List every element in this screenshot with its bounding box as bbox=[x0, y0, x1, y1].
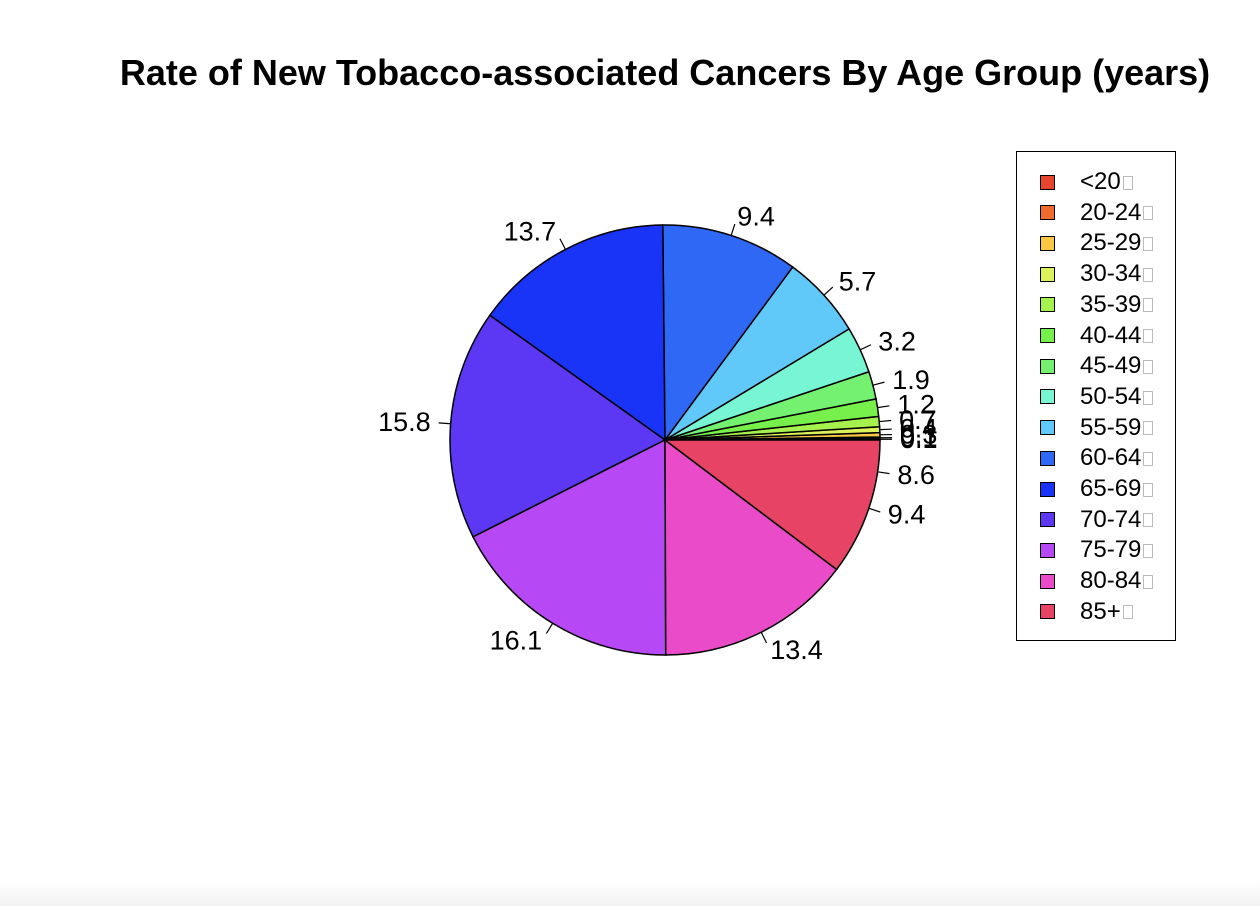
slice-value-label-10: 13.7 bbox=[504, 217, 557, 247]
legend-item: 40-44 bbox=[1040, 322, 1154, 350]
legend-label: 30-34 bbox=[1080, 260, 1154, 288]
legend-item: 60-64 bbox=[1040, 444, 1154, 472]
missing-glyph-box-icon bbox=[1143, 298, 1154, 313]
legend-item: 55-59 bbox=[1040, 414, 1154, 442]
legend-item: 85+ bbox=[1040, 598, 1133, 626]
extra-label-tick-0 bbox=[877, 471, 890, 475]
legend-item: 80-84 bbox=[1040, 567, 1154, 595]
pie-slice-10 bbox=[488, 224, 666, 442]
missing-glyph-box-icon bbox=[1143, 267, 1154, 282]
missing-glyph-box-icon bbox=[1143, 482, 1154, 497]
legend-label: 25-29 bbox=[1080, 229, 1154, 257]
legend-label: 65-69 bbox=[1080, 475, 1154, 503]
missing-glyph-box-icon bbox=[1122, 175, 1133, 190]
pie-slice-14 bbox=[662, 439, 881, 571]
legend-swatch bbox=[1040, 512, 1055, 528]
slice-label-tick-10 bbox=[559, 238, 567, 250]
legend-swatch bbox=[1040, 481, 1055, 497]
slice-value-label-8: 5.7 bbox=[839, 267, 877, 297]
legend-item: 50-54 bbox=[1040, 383, 1154, 411]
slice-label-tick-3 bbox=[879, 428, 892, 431]
slice-label-tick-13 bbox=[760, 631, 768, 644]
slice-label-tick-5 bbox=[877, 405, 890, 409]
slice-value-label-12: 16.1 bbox=[490, 625, 543, 655]
slice-value-label-11: 15.8 bbox=[378, 407, 431, 437]
slice-value-label-2: 0.3 bbox=[900, 419, 938, 449]
slice-label-tick-9 bbox=[730, 223, 736, 236]
legend-swatch bbox=[1040, 604, 1055, 620]
slice-value-label-9: 9.4 bbox=[737, 201, 775, 231]
chart-legend: <20 20-24 25-29 30-34 35-39 40-44 45-49 50-54 55… bbox=[1016, 151, 1176, 641]
missing-glyph-box-icon bbox=[1143, 359, 1154, 374]
legend-item: 35-39 bbox=[1040, 291, 1154, 319]
missing-glyph-box-icon bbox=[1143, 574, 1154, 589]
missing-glyph-box-icon bbox=[1122, 605, 1133, 620]
pie-slice-12 bbox=[472, 438, 667, 656]
slice-label-tick-11 bbox=[438, 422, 451, 425]
legend-swatch bbox=[1040, 235, 1055, 251]
pie-slice-11 bbox=[449, 314, 667, 538]
slice-value-label-7: 3.2 bbox=[878, 326, 916, 356]
extra-value-label-0: 8.6 bbox=[897, 460, 935, 490]
legend-item: 75-79 bbox=[1040, 536, 1154, 564]
chart-title: Rate of New Tobacco-associated Cancers B… bbox=[119, 52, 1211, 93]
legend-item: <20 bbox=[1040, 168, 1133, 196]
legend-label: 85+ bbox=[1080, 598, 1133, 626]
slice-label-tick-14 bbox=[868, 507, 881, 513]
slice-value-label-13: 13.4 bbox=[770, 635, 823, 665]
legend-label: 70-74 bbox=[1080, 506, 1154, 534]
legend-label: 50-54 bbox=[1080, 383, 1154, 411]
legend-item: 20-24 bbox=[1040, 199, 1154, 227]
legend-swatch bbox=[1040, 328, 1055, 343]
missing-glyph-box-icon bbox=[1143, 544, 1154, 559]
legend-swatch bbox=[1040, 542, 1055, 558]
slice-value-label-6: 1.9 bbox=[892, 365, 930, 395]
slice-value-label-4: 0.7 bbox=[899, 405, 937, 435]
legend-item: 70-74 bbox=[1040, 506, 1154, 534]
slice-label-tick-12 bbox=[545, 622, 554, 634]
slice-label-tick-6 bbox=[872, 381, 885, 386]
missing-glyph-box-icon bbox=[1143, 329, 1154, 344]
missing-glyph-box-icon bbox=[1143, 237, 1154, 252]
legend-swatch bbox=[1040, 266, 1055, 282]
slice-value-label-14: 9.4 bbox=[888, 500, 926, 530]
legend-label: 20-24 bbox=[1080, 199, 1154, 227]
missing-glyph-box-icon bbox=[1143, 513, 1154, 528]
slice-value-label-1: 0.1 bbox=[900, 423, 938, 453]
legend-swatch bbox=[1040, 205, 1055, 221]
legend-swatch bbox=[1040, 358, 1055, 374]
legend-label: <20 bbox=[1080, 168, 1133, 196]
legend-swatch bbox=[1040, 420, 1055, 436]
window-bottom-edge bbox=[0, 880, 1260, 906]
missing-glyph-box-icon bbox=[1143, 451, 1154, 466]
slice-value-label-5: 1.2 bbox=[897, 390, 935, 420]
legend-label: 35-39 bbox=[1080, 291, 1154, 319]
legend-item: 65-69 bbox=[1040, 475, 1154, 503]
missing-glyph-box-icon bbox=[1143, 421, 1154, 436]
legend-swatch bbox=[1040, 450, 1055, 466]
slice-label-tick-8 bbox=[823, 286, 834, 296]
legend-label: 40-44 bbox=[1080, 322, 1154, 350]
slice-label-tick-4 bbox=[879, 419, 892, 423]
legend-label: 45-49 bbox=[1080, 352, 1154, 380]
slice-label-tick-7 bbox=[859, 344, 872, 351]
pie-slice-13 bbox=[664, 438, 838, 656]
missing-glyph-box-icon bbox=[1143, 206, 1154, 221]
legend-label: 60-64 bbox=[1080, 444, 1154, 472]
legend-item: 30-34 bbox=[1040, 260, 1154, 288]
legend-swatch bbox=[1040, 174, 1055, 190]
legend-item: 25-29 bbox=[1040, 229, 1154, 257]
legend-label: 80-84 bbox=[1080, 567, 1154, 595]
legend-swatch bbox=[1040, 389, 1055, 405]
missing-glyph-box-icon bbox=[1143, 390, 1154, 405]
legend-swatch bbox=[1040, 573, 1055, 589]
legend-label: 55-59 bbox=[1080, 414, 1154, 442]
legend-item: 45-49 bbox=[1040, 352, 1154, 380]
legend-label: 75-79 bbox=[1080, 536, 1154, 564]
slice-value-label-0: 0.1 bbox=[900, 424, 938, 454]
legend-swatch bbox=[1040, 297, 1055, 313]
slice-value-label-3: 0.4 bbox=[900, 414, 938, 444]
